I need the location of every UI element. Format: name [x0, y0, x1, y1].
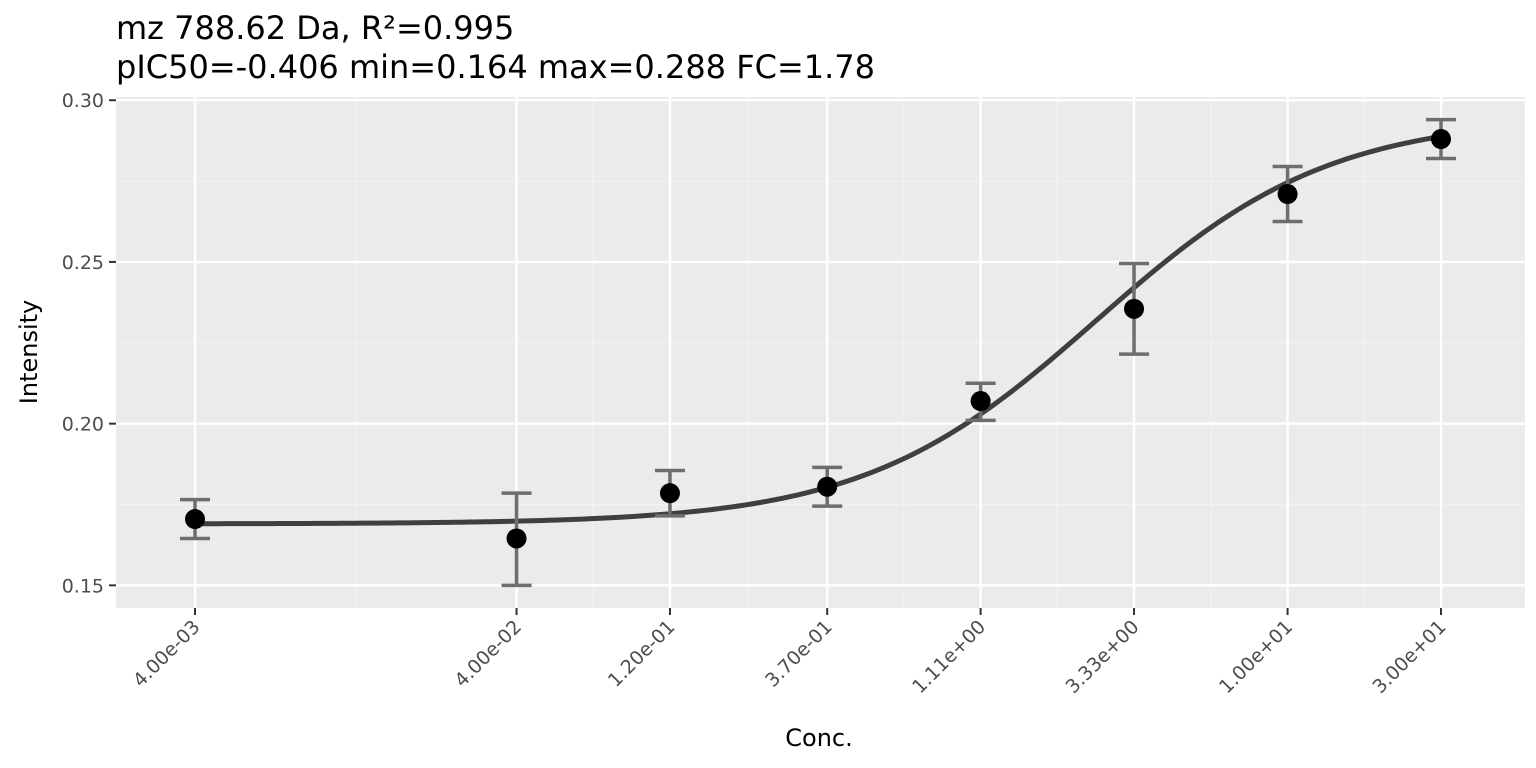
data-point: [185, 509, 205, 530]
major-gridlines: [116, 97, 1525, 608]
chart-title: mz 788.62 Da, R²=0.995: [116, 9, 514, 47]
data-point: [1124, 298, 1145, 319]
x-tick-label: 1.20e-01: [604, 616, 680, 692]
y-axis-title: Intensity: [15, 300, 43, 404]
data-point: [970, 391, 991, 412]
x-tick-label: 3.00e+01: [1368, 616, 1450, 698]
data-points-layer: [185, 129, 1451, 549]
data-point: [659, 483, 680, 504]
y-tick-label: 0.25: [62, 252, 104, 274]
data-point: [1431, 129, 1451, 150]
y-axis-ticks: 0.15 0.20 0.25 0.30: [62, 90, 116, 597]
data-point: [506, 528, 527, 549]
y-tick-label: 0.15: [62, 575, 104, 597]
error-bars-layer: [180, 117, 1456, 588]
x-axis-title: Conc.: [785, 724, 852, 752]
x-tick-label: 4.00e-03: [129, 616, 205, 692]
y-tick-label: 0.30: [62, 90, 104, 112]
x-tick-label: 3.33e+00: [1061, 616, 1143, 698]
x-tick-label: 3.70e-01: [761, 616, 837, 692]
chart-subtitle: pIC50=-0.406 min=0.164 max=0.288 FC=1.78: [116, 48, 875, 86]
data-point: [817, 476, 838, 497]
minor-gridlines: [116, 97, 1525, 608]
data-point: [1277, 184, 1298, 205]
y-tick-label: 0.20: [62, 414, 104, 436]
x-tick-label: 4.00e-02: [450, 616, 526, 692]
x-axis-ticks: 4.00e-03 4.00e-02 1.20e-01 3.70e-01 1.11e+00…: [129, 608, 1451, 698]
x-tick-label: 1.11e+00: [908, 616, 990, 698]
x-tick-label: 1.00e+01: [1215, 616, 1297, 698]
